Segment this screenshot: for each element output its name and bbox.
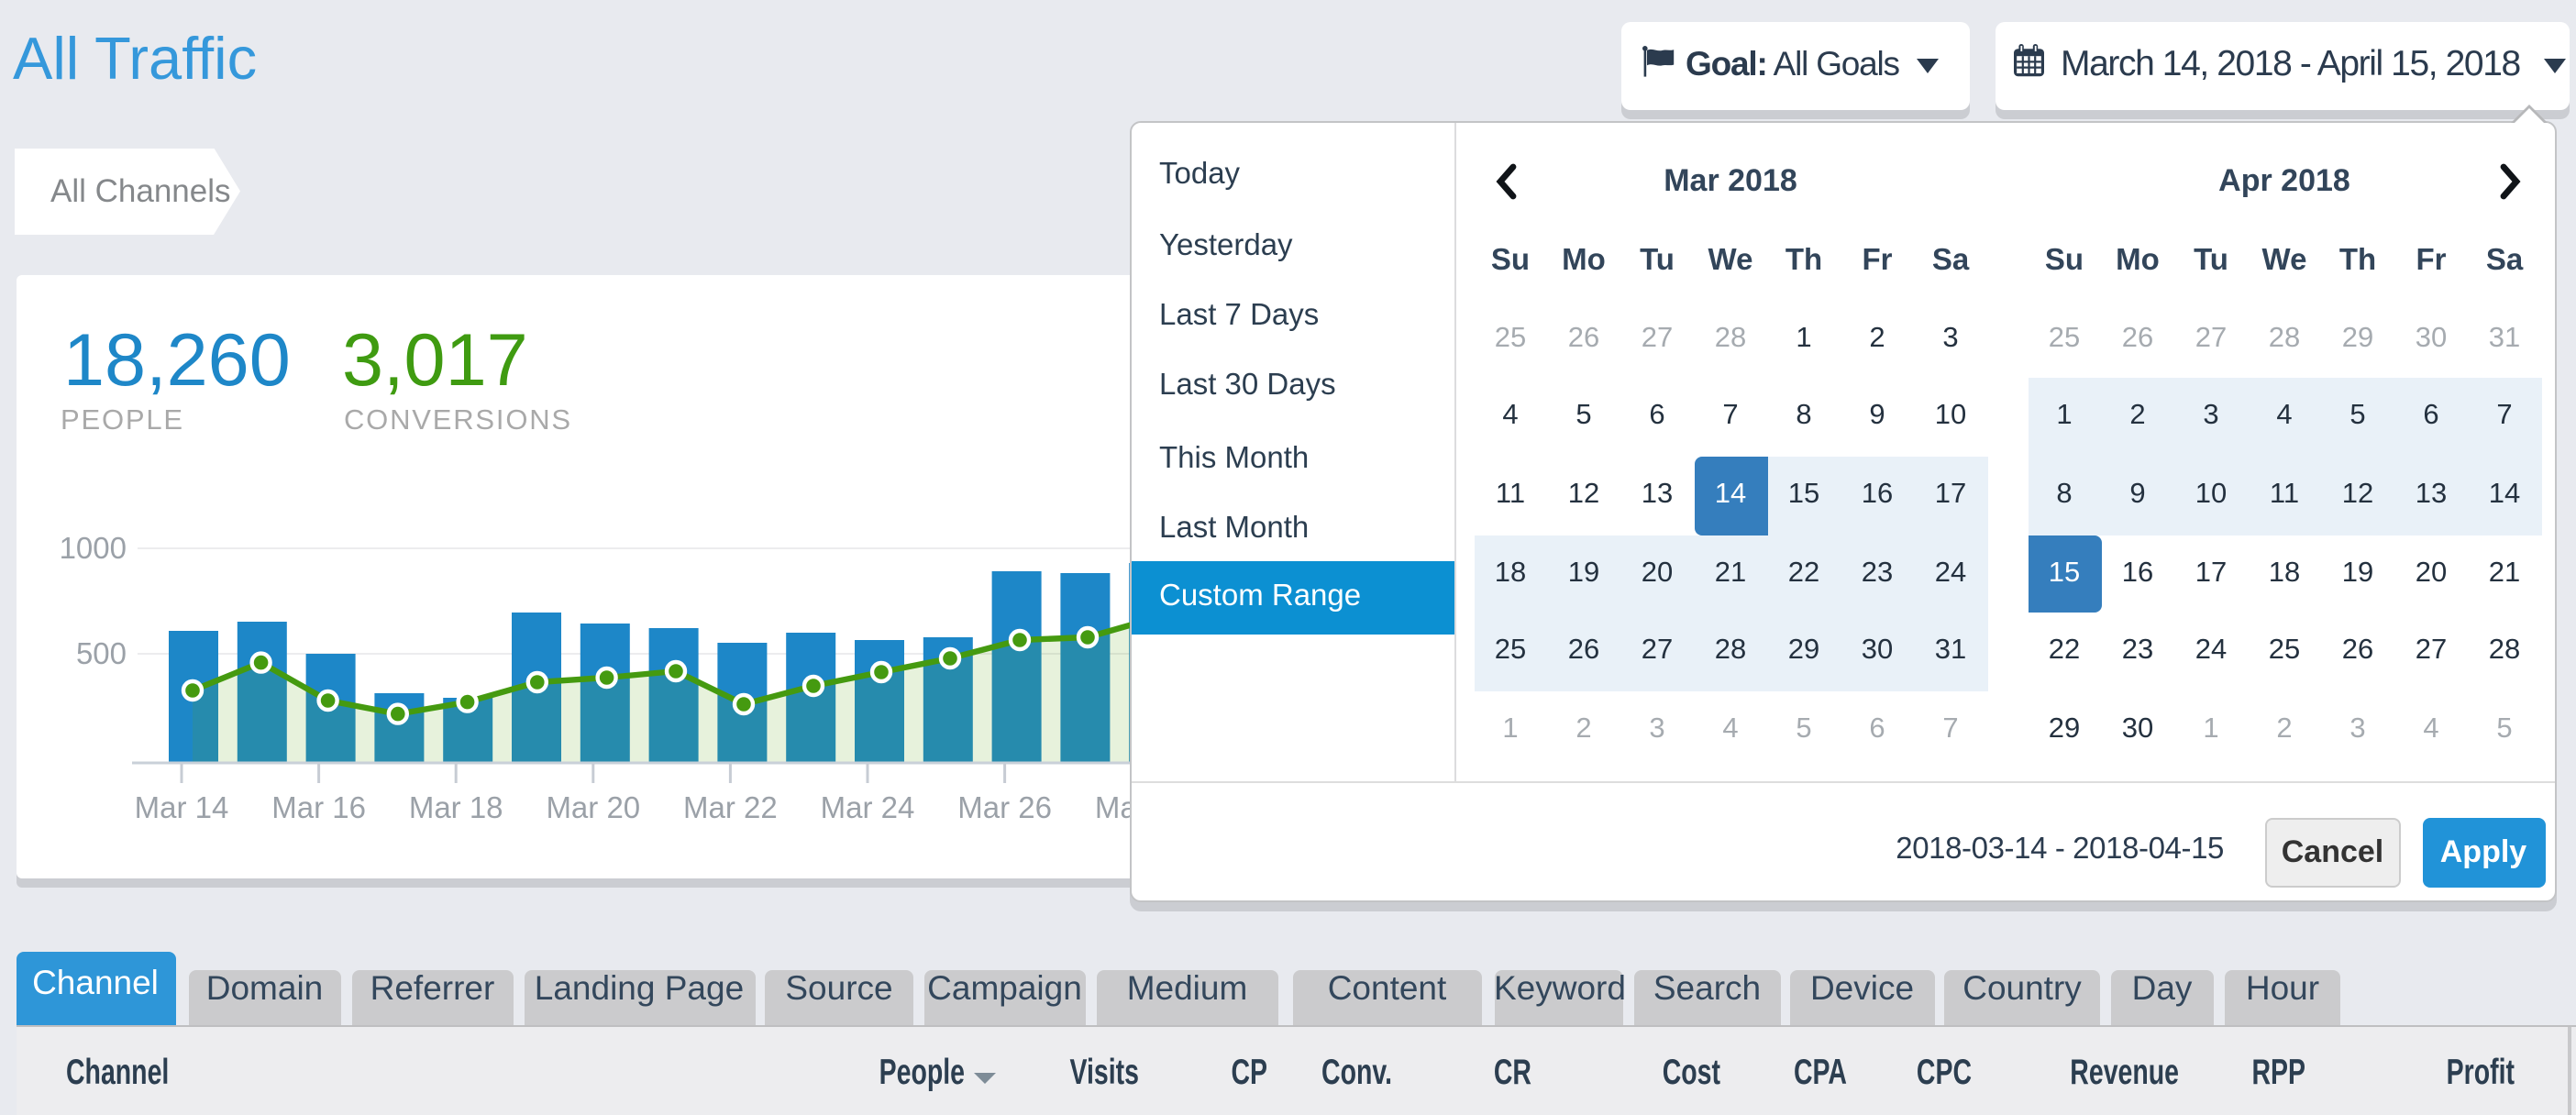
svg-text:Mar 16: Mar 16: [271, 790, 365, 824]
svg-text:Mar 26: Mar 26: [956, 790, 1051, 824]
svg-text:Mar 18: Mar 18: [408, 790, 503, 824]
svg-text:Mar 24: Mar 24: [820, 790, 914, 824]
svg-text:Mar 22: Mar 22: [682, 790, 777, 824]
svg-text:500: 500: [75, 636, 126, 670]
svg-text:Mar 20: Mar 20: [545, 790, 639, 824]
svg-text:1000: 1000: [59, 531, 126, 565]
svg-text:Mar 14: Mar 14: [134, 790, 228, 824]
